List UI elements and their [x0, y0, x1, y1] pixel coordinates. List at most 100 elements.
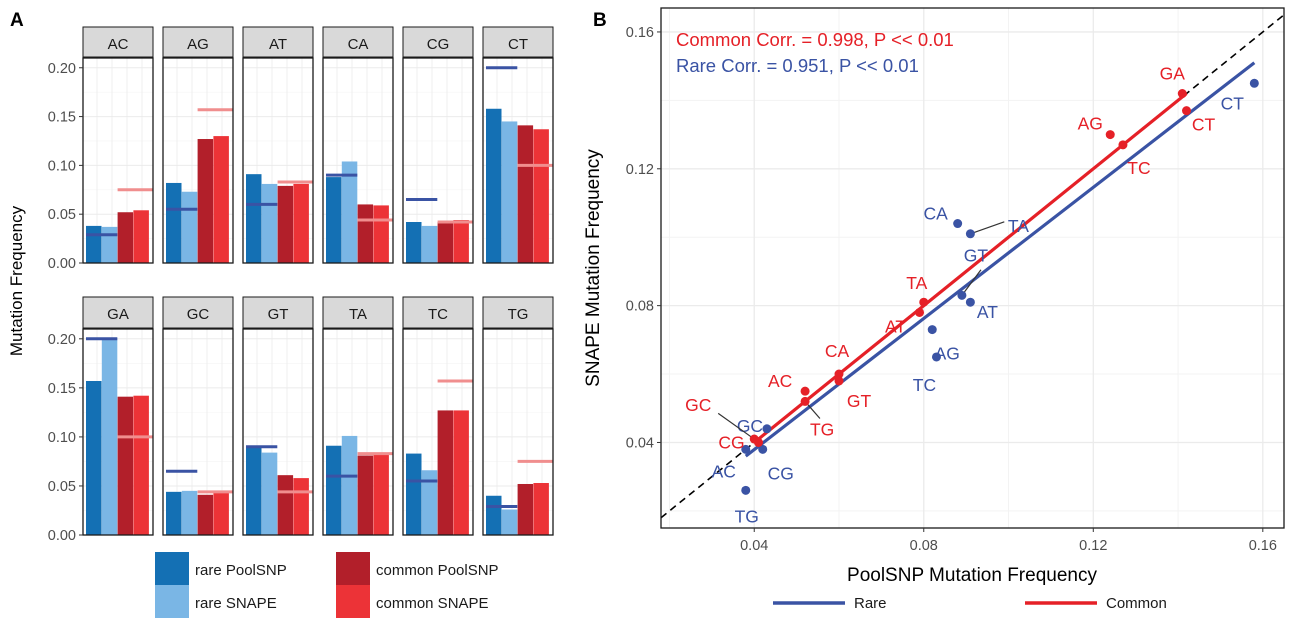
facet-border [82, 57, 154, 264]
data-point [762, 424, 772, 434]
point-label: TC [1127, 158, 1150, 178]
point-label: GC [685, 395, 711, 415]
y-tick-label: 0.15 [48, 381, 76, 397]
bar-common-snape [213, 136, 229, 263]
bar-common-poolsnp [437, 410, 454, 535]
facet-border [162, 328, 234, 536]
point-label: TC [913, 375, 936, 395]
facet-strip [482, 296, 554, 329]
bar-common-snape [453, 220, 469, 263]
y-axis-label: Mutation Frequency [7, 205, 26, 356]
bar-rare-poolsnp [246, 174, 262, 263]
bar-rare-snape [501, 121, 518, 263]
correlation-annotation: Common Corr. = 0.998, P << 0.01 [676, 29, 954, 50]
bar-common-snape [133, 210, 149, 263]
legend-label: Common [1106, 595, 1167, 612]
bar-common-snape [373, 453, 389, 535]
y-tick-label: 0.10 [48, 158, 76, 174]
bar-common-snape [293, 478, 309, 535]
label-leader-line [970, 221, 1005, 235]
data-point [1182, 106, 1192, 116]
point-label: CT [1221, 93, 1245, 113]
bar-rare-snape [341, 435, 358, 535]
bar-rare-snape [501, 509, 518, 535]
legend-key [155, 585, 189, 618]
data-point [741, 444, 751, 454]
legend-key [336, 585, 370, 618]
facet-border [402, 328, 474, 536]
bar-rare-snape [181, 490, 198, 535]
fit-line-common [753, 92, 1188, 444]
bar-rare-snape [181, 191, 198, 263]
bar-common-snape [453, 410, 469, 535]
bar-rare-snape [101, 226, 118, 263]
point-label: TG [810, 419, 834, 439]
x-tick-label: 0.12 [1079, 538, 1107, 554]
facet-strip-label: TA [349, 306, 367, 323]
legend-label: rare SNAPE [195, 595, 277, 612]
data-point [749, 434, 759, 444]
data-point [957, 290, 967, 300]
x-tick-label: 0.16 [1249, 538, 1277, 554]
y-tick-label: 0.16 [626, 25, 654, 41]
point-label: CT [1192, 115, 1216, 135]
point-label: CG [718, 432, 744, 452]
data-point [1249, 78, 1259, 88]
data-point [915, 307, 925, 317]
bar-common-poolsnp [197, 139, 214, 263]
bar-common-poolsnp [197, 494, 214, 535]
point-label: AT [885, 316, 906, 336]
facet-strip [82, 296, 154, 329]
data-point [1177, 89, 1187, 99]
y-tick-label: 0.15 [48, 110, 76, 126]
bar-rare-snape [101, 337, 118, 535]
facet-border [402, 57, 474, 264]
facet-border [322, 57, 394, 264]
facet-strip [242, 296, 314, 329]
label-leader-line [961, 269, 982, 296]
facet-strip [402, 26, 474, 58]
bar-rare-poolsnp [166, 491, 182, 535]
facet-ta: TA [322, 296, 394, 536]
data-point [834, 369, 844, 379]
facet-at: AT [242, 26, 314, 264]
y-tick-label: 0.00 [48, 528, 76, 544]
data-point [834, 376, 844, 386]
legend-panel-a: rare PoolSNP rare SNAPE common PoolSNP comm… [155, 552, 499, 618]
data-point [965, 297, 975, 307]
y-axis-label: SNAPE Mutation Frequency [583, 149, 604, 387]
facet-ag: AG [162, 26, 234, 264]
bar-common-snape [533, 129, 549, 263]
bar-rare-poolsnp [486, 108, 502, 263]
facet-strip [322, 26, 394, 58]
data-point [953, 219, 963, 229]
facet-ca: CA [322, 26, 394, 264]
facet-border [322, 328, 394, 536]
legend-key [155, 552, 189, 585]
bar-common-snape [533, 483, 549, 535]
bar-rare-snape [421, 225, 438, 263]
facet-strip [162, 296, 234, 329]
bar-rare-poolsnp [406, 222, 422, 263]
facet-strip-label: GT [268, 306, 289, 323]
point-label: GA [1160, 64, 1186, 84]
facet-strip [242, 26, 314, 58]
legend-panel-b: Rare Common [773, 595, 1167, 612]
data-point [741, 485, 751, 495]
facet-border [242, 57, 314, 264]
legend-label: rare PoolSNP [195, 562, 287, 579]
facet-border [162, 57, 234, 264]
point-label: TG [735, 506, 759, 526]
y-tick-label: 0.05 [48, 479, 76, 495]
bar-common-poolsnp [357, 455, 374, 535]
data-point [1118, 140, 1128, 150]
legend-label: Rare [854, 595, 887, 612]
facet-strip [322, 296, 394, 329]
y-tick-label: 0.10 [48, 430, 76, 446]
facet-border [482, 57, 554, 264]
facet-strip-label: GA [107, 306, 129, 323]
facet-strip [402, 296, 474, 329]
facet-strip-label: GC [187, 306, 210, 323]
bar-rare-poolsnp [326, 177, 342, 263]
